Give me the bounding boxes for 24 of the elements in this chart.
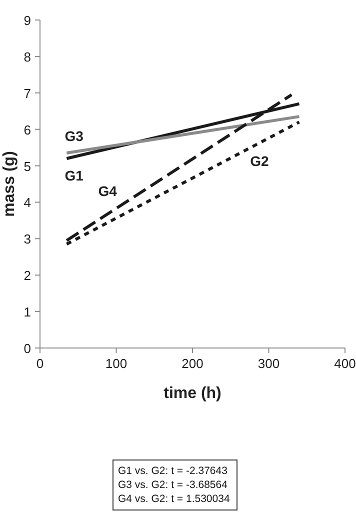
x-tick-label: 100 bbox=[105, 356, 128, 371]
x-tick-label: 400 bbox=[334, 356, 356, 371]
y-tick-label: 5 bbox=[24, 158, 31, 174]
text: G3 vs. G2: t = -3.68564 bbox=[118, 479, 228, 491]
y-tick-label: 6 bbox=[24, 122, 31, 138]
series-label: G4 bbox=[98, 183, 118, 200]
series-label: G1 bbox=[64, 167, 84, 184]
series-label: G2 bbox=[250, 152, 269, 169]
y-tick-label: 9 bbox=[24, 13, 31, 28]
y-tick-label: 3 bbox=[24, 232, 31, 247]
y-tick-label: 7 bbox=[24, 86, 31, 101]
y-tick-label: 2 bbox=[24, 268, 31, 284]
y-tick-label: 4 bbox=[24, 195, 31, 210]
x-tick-label: 300 bbox=[258, 356, 280, 371]
y-tick-label: 1 bbox=[24, 304, 31, 320]
y-tick-label: 8 bbox=[24, 49, 31, 64]
x-axis-title: time (h) bbox=[164, 385, 222, 402]
series-label: G3 bbox=[64, 128, 84, 144]
x-tick-label: 0 bbox=[36, 356, 44, 371]
y-axis-title: mass (g) bbox=[1, 151, 18, 217]
x-tick-label: 200 bbox=[182, 356, 204, 371]
y-tick-label: 0 bbox=[24, 341, 31, 356]
text: G1 vs. G2: t = -2.37643 bbox=[118, 465, 228, 477]
text: G4 vs. G2: t = 1.530034 bbox=[118, 493, 230, 505]
